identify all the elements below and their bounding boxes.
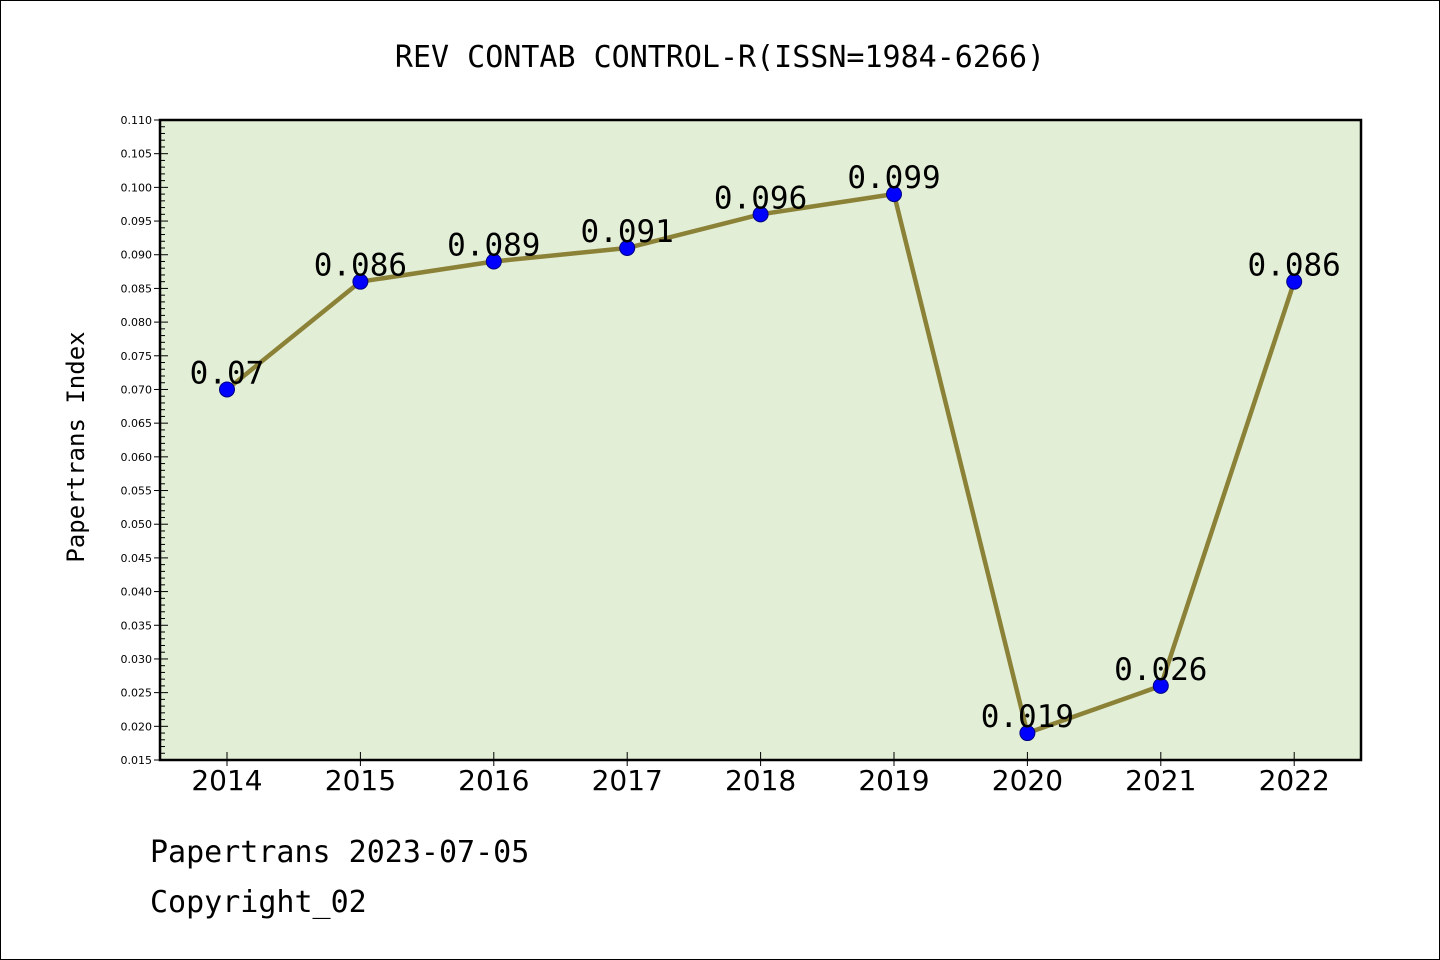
- data-label: 0.099: [847, 160, 940, 196]
- footer-copyright-text: Copyright_02: [150, 885, 367, 920]
- y-tick-label: 0.050: [121, 518, 153, 531]
- footer-date-text: Papertrans 2023-07-05: [150, 835, 530, 870]
- x-tick-label: 2021: [1125, 764, 1196, 797]
- y-tick-label: 0.015: [121, 754, 153, 767]
- y-tick-label: 0.105: [121, 148, 153, 161]
- data-label: 0.086: [1248, 248, 1341, 284]
- data-points: [219, 186, 1303, 742]
- data-label: 0.089: [447, 227, 540, 263]
- x-tick-label: 2020: [992, 764, 1063, 797]
- x-tick-label: 2018: [725, 764, 796, 797]
- y-tick-label: 0.095: [121, 215, 153, 228]
- y-tick-label: 0.060: [121, 451, 153, 464]
- y-axis-label: Papertrans Index: [62, 331, 90, 562]
- data-point: [619, 240, 636, 256]
- x-tick-label: 2019: [858, 764, 929, 797]
- data-label: 0.019: [981, 699, 1074, 735]
- data-label: 0.07: [190, 355, 265, 391]
- y-tick-label: 0.080: [121, 316, 153, 329]
- y-tick-label: 0.070: [121, 383, 153, 396]
- y-axis: 0.015 0.020 0.025 0.030 0.035 0.040 0.045 0.050…: [121, 114, 168, 767]
- plot-area: [158, 118, 1363, 762]
- data-point: [1019, 725, 1036, 742]
- y-tick-label: 0.065: [121, 417, 153, 430]
- y-tick-label: 0.035: [121, 619, 153, 632]
- y-tick-label: 0.090: [121, 249, 153, 262]
- data-label: 0.086: [314, 248, 407, 284]
- y-tick-label: 0.055: [121, 485, 153, 498]
- data-point: [886, 186, 902, 203]
- x-tick-label: 2014: [191, 764, 262, 797]
- y-tick-label: 0.075: [121, 350, 153, 363]
- y-tick-label: 0.085: [121, 282, 153, 295]
- data-point: [352, 273, 369, 290]
- y-tick-label: 0.025: [121, 687, 153, 700]
- x-tick-label: 2016: [458, 764, 529, 797]
- data-labels: 0.07 0.086 0.089 0.091 0.096 0.099 0.019 0.026 0…: [190, 160, 1341, 735]
- x-tick-label: 2017: [592, 764, 663, 797]
- data-point: [752, 206, 769, 223]
- data-label: 0.091: [581, 214, 674, 250]
- y-tick-label: 0.100: [121, 181, 153, 194]
- data-label: 0.026: [1114, 652, 1207, 688]
- x-tick-label: 2015: [325, 764, 396, 797]
- data-point: [1152, 677, 1169, 694]
- data-point: [219, 381, 235, 398]
- chart-title: REV CONTAB CONTROL-R(ISSN=1984-6266): [395, 40, 1045, 75]
- y-tick-label: 0.020: [121, 720, 153, 733]
- data-point: [485, 253, 502, 270]
- y-tick-label: 0.030: [121, 653, 153, 666]
- x-axis: 2014 2015 2016 2017 2018 2019 2020 2021 2022: [191, 752, 1330, 797]
- y-tick-label: 0.110: [121, 114, 153, 127]
- data-point: [1286, 273, 1303, 290]
- data-label: 0.096: [714, 180, 807, 216]
- x-tick-label: 2022: [1259, 764, 1330, 797]
- y-tick-label: 0.040: [121, 586, 153, 599]
- y-tick-label: 0.045: [121, 552, 153, 565]
